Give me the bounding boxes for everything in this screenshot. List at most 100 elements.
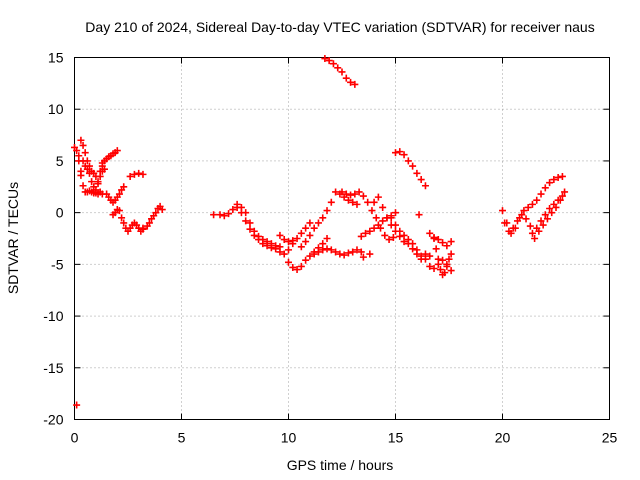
data-point-arc-7	[130, 170, 138, 178]
data-point-arc-18	[417, 252, 425, 260]
data-point-arc-18	[426, 252, 434, 260]
data-point-arc-15	[372, 214, 380, 222]
x-tick-label: 20	[495, 430, 511, 446]
data-point-arc-25	[359, 253, 367, 261]
data-point-arc-14	[314, 248, 322, 256]
data-point-arc-19	[413, 169, 421, 177]
data-point-arc-28	[554, 196, 562, 204]
data-point-arc-11	[285, 238, 292, 246]
data-point-arc-22	[430, 264, 438, 272]
data-point-arc-28	[541, 211, 549, 219]
data-point-arc-26	[533, 196, 541, 204]
data-point-arc-26	[554, 173, 562, 181]
data-point-arc-1	[73, 147, 81, 155]
data-point-arc-27	[518, 211, 526, 219]
data-point-arc-9	[210, 211, 218, 219]
data-point-arc-28	[533, 224, 541, 232]
data-point-arc-10	[233, 203, 241, 211]
data-point-arc-27	[501, 219, 509, 227]
data-point-arc-15	[338, 188, 346, 196]
data-point-arc-10	[237, 209, 245, 217]
data-point-arc-15	[368, 207, 376, 215]
data-point-arc-10	[280, 250, 288, 258]
data-point-arc-10	[246, 225, 254, 233]
data-point-arc-9	[216, 211, 224, 219]
data-point-arc-23	[430, 235, 438, 242]
data-point-arc-23	[445, 255, 453, 263]
data-point-arc-14	[336, 250, 344, 258]
data-point-arc-26	[528, 200, 536, 208]
data-point-arc-11	[306, 219, 314, 227]
data-point-arc-12	[306, 252, 314, 260]
data-point-arc-14	[340, 251, 348, 259]
data-point-arc-26	[524, 203, 532, 211]
data-point-arc-27	[561, 188, 569, 196]
plot-frame	[74, 57, 610, 420]
data-point-arc-23	[436, 266, 444, 274]
data-point-arc-14	[327, 246, 335, 254]
data-point-arc-23	[443, 262, 451, 270]
data-point-arc-19	[417, 176, 425, 184]
data-point-arc-16	[370, 224, 378, 232]
data-point-arc-11	[276, 231, 284, 239]
data-point-arc-19	[392, 149, 399, 157]
data-point-arc-10	[272, 245, 280, 253]
y-tick-label: 5	[56, 153, 64, 169]
data-point-arc-26	[537, 190, 545, 198]
data-point-arc-26	[499, 207, 506, 215]
data-point-arc-21	[434, 236, 442, 244]
data-point-arc-7	[135, 169, 143, 177]
data-point-arc-11	[302, 224, 310, 232]
data-point-arc-23	[441, 269, 449, 277]
data-points	[71, 55, 569, 409]
data-point-arc-3	[79, 157, 87, 165]
data-point-arc-10	[259, 240, 267, 248]
data-point-arc-8	[152, 209, 160, 217]
data-point-arc-6	[118, 214, 126, 222]
data-point-arc-16	[362, 229, 370, 237]
data-point-arc-12	[319, 240, 327, 248]
x-tick-label: 25	[602, 430, 618, 446]
data-point-arc-14	[349, 248, 357, 256]
data-point-arc-15	[364, 198, 372, 206]
data-point-arc-22	[439, 256, 447, 264]
data-point-arc-14	[319, 246, 327, 254]
data-point-arc-21	[439, 239, 447, 247]
data-point-arc-12	[285, 258, 292, 266]
data-point-arc-25	[366, 250, 374, 258]
data-point-arc-14	[344, 249, 352, 257]
data-point-arc-28	[546, 205, 554, 213]
data-point-arc-3	[100, 165, 108, 173]
data-point-arc-17	[379, 203, 387, 211]
data-point-arc-14	[357, 248, 365, 256]
data-point-arc-13	[302, 238, 310, 246]
data-point-arc-27	[513, 217, 521, 225]
data-point-arc-24	[329, 60, 337, 68]
data-point-arc-2	[81, 149, 89, 157]
data-point-arc-11	[289, 237, 297, 245]
data-point-arc-29	[73, 401, 81, 409]
data-point-arc-9	[225, 210, 233, 218]
data-point-arc-15	[389, 233, 397, 241]
data-point-arc-14	[310, 250, 318, 258]
data-point-arc-18	[387, 214, 395, 222]
data-point-arc-15	[347, 191, 355, 199]
data-point-arc-9	[220, 212, 228, 220]
chart-title: Day 210 of 2024, Sidereal Day-to-day VTE…	[85, 19, 594, 35]
data-point-arc-15	[342, 190, 350, 198]
data-point-arc-18	[392, 221, 399, 229]
data-point-arc-18	[409, 240, 417, 248]
data-point-arc-19	[400, 151, 408, 159]
data-point-arc-18	[404, 236, 412, 244]
data-point-arc-3	[83, 165, 91, 173]
data-point-arc-3	[94, 180, 102, 188]
data-point-arc-7	[126, 172, 134, 180]
data-point-arc-28	[558, 192, 566, 200]
data-point-arc-7	[139, 170, 147, 178]
data-point-arc-10	[276, 248, 284, 256]
data-point-arc-27	[543, 215, 551, 223]
data-point-arc-26	[541, 184, 549, 192]
data-point-arc-8	[158, 206, 166, 214]
data-point-arc-5	[115, 190, 123, 198]
